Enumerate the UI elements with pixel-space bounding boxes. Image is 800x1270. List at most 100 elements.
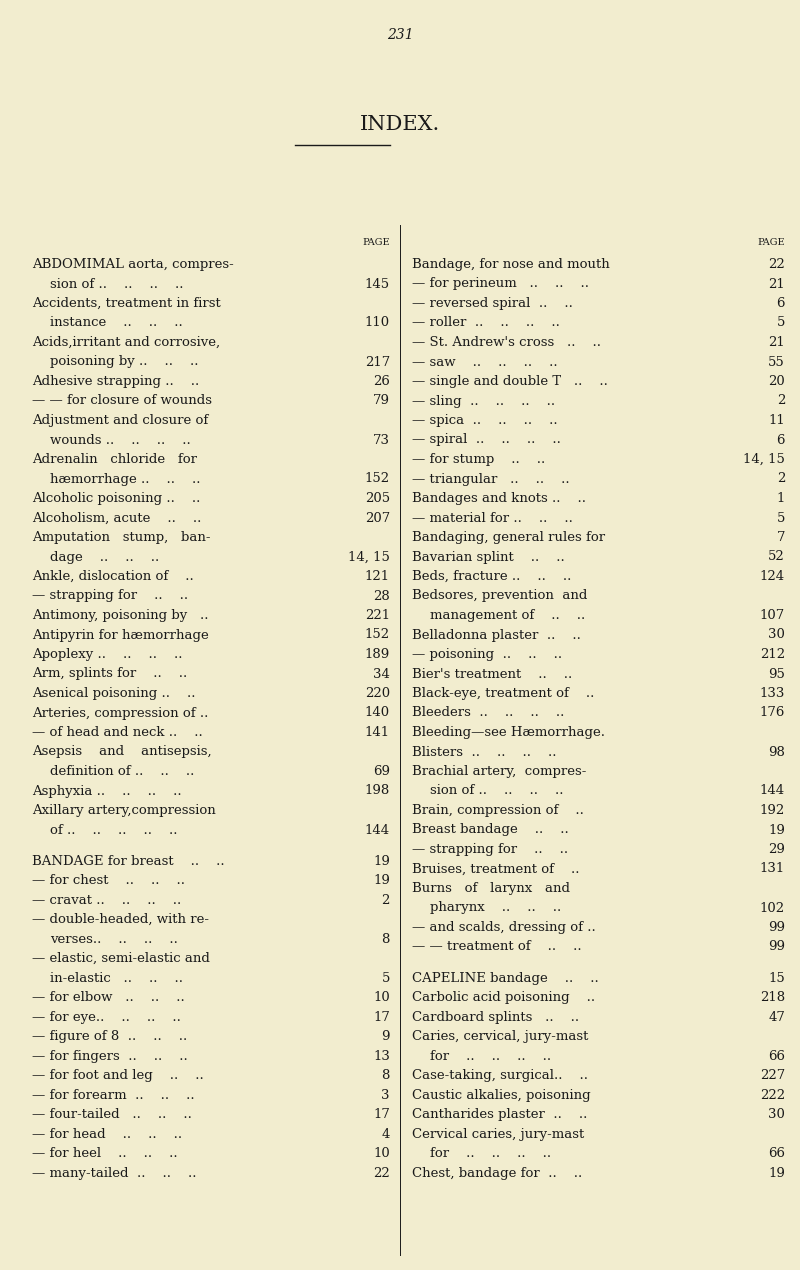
Text: in-elastic   ..    ..    ..: in-elastic .. .. ..: [50, 972, 183, 984]
Text: 19: 19: [373, 855, 390, 867]
Text: — spica  ..    ..    ..    ..: — spica .. .. .. ..: [412, 414, 558, 427]
Text: 66: 66: [768, 1050, 785, 1063]
Text: — — treatment of    ..    ..: — — treatment of .. ..: [412, 941, 582, 954]
Text: Bandage, for nose and mouth: Bandage, for nose and mouth: [412, 258, 610, 271]
Text: Bier's treatment    ..    ..: Bier's treatment .. ..: [412, 668, 572, 681]
Text: 140: 140: [365, 706, 390, 720]
Text: Arm, splints for    ..    ..: Arm, splints for .. ..: [32, 668, 187, 681]
Text: 19: 19: [373, 874, 390, 888]
Text: Axillary artery,compression: Axillary artery,compression: [32, 804, 216, 817]
Text: Antipyrin for hæmorrhage: Antipyrin for hæmorrhage: [32, 629, 209, 641]
Text: 13: 13: [373, 1050, 390, 1063]
Text: 221: 221: [365, 610, 390, 622]
Text: Alcoholic poisoning ..    ..: Alcoholic poisoning .. ..: [32, 491, 200, 505]
Text: 217: 217: [365, 356, 390, 368]
Text: — St. Andrew's cross   ..    ..: — St. Andrew's cross .. ..: [412, 337, 601, 349]
Text: 2: 2: [382, 894, 390, 907]
Text: 220: 220: [365, 687, 390, 700]
Text: 2: 2: [777, 472, 785, 485]
Text: Accidents, treatment in first: Accidents, treatment in first: [32, 297, 221, 310]
Text: 17: 17: [373, 1011, 390, 1024]
Text: 3: 3: [382, 1088, 390, 1101]
Text: 11: 11: [768, 414, 785, 427]
Text: 7: 7: [777, 531, 785, 544]
Text: Adjustment and closure of: Adjustment and closure of: [32, 414, 208, 427]
Text: — figure of 8  ..    ..    ..: — figure of 8 .. .. ..: [32, 1030, 187, 1043]
Text: 14, 15: 14, 15: [743, 453, 785, 466]
Text: 4: 4: [382, 1128, 390, 1140]
Text: 152: 152: [365, 629, 390, 641]
Text: INDEX.: INDEX.: [360, 116, 440, 135]
Text: Breast bandage    ..    ..: Breast bandage .. ..: [412, 823, 569, 837]
Text: definition of ..    ..    ..: definition of .. .. ..: [50, 765, 194, 779]
Text: — for perineum   ..    ..    ..: — for perineum .. .. ..: [412, 278, 589, 291]
Text: Cantharides plaster  ..    ..: Cantharides plaster .. ..: [412, 1109, 587, 1121]
Text: 231: 231: [386, 28, 414, 42]
Text: 205: 205: [365, 491, 390, 505]
Text: 17: 17: [373, 1109, 390, 1121]
Text: — for heel    ..    ..    ..: — for heel .. .. ..: [32, 1147, 178, 1161]
Text: 8: 8: [382, 932, 390, 946]
Text: Adrenalin   chloride   for: Adrenalin chloride for: [32, 453, 197, 466]
Text: sion of ..    ..    ..    ..: sion of .. .. .. ..: [50, 278, 183, 291]
Text: — elastic, semi-elastic and: — elastic, semi-elastic and: [32, 952, 210, 965]
Text: 145: 145: [365, 278, 390, 291]
Text: 9: 9: [382, 1030, 390, 1043]
Text: — strapping for    ..    ..: — strapping for .. ..: [32, 589, 188, 602]
Text: PAGE: PAGE: [362, 237, 390, 246]
Text: 141: 141: [365, 726, 390, 739]
Text: 5: 5: [382, 972, 390, 984]
Text: pharynx    ..    ..    ..: pharynx .. .. ..: [430, 902, 562, 914]
Text: poisoning by ..    ..    ..: poisoning by .. .. ..: [50, 356, 198, 368]
Text: Antimony, poisoning by   ..: Antimony, poisoning by ..: [32, 610, 209, 622]
Text: — many-tailed  ..    ..    ..: — many-tailed .. .. ..: [32, 1167, 197, 1180]
Text: 192: 192: [760, 804, 785, 817]
Text: Adhesive strapping ..    ..: Adhesive strapping .. ..: [32, 375, 199, 389]
Text: Black-eye, treatment of    ..: Black-eye, treatment of ..: [412, 687, 594, 700]
Text: PAGE: PAGE: [758, 237, 785, 246]
Text: 121: 121: [365, 570, 390, 583]
Text: 207: 207: [365, 512, 390, 525]
Text: 22: 22: [374, 1167, 390, 1180]
Text: CAPELINE bandage    ..    ..: CAPELINE bandage .. ..: [412, 972, 598, 984]
Text: 99: 99: [768, 921, 785, 933]
Text: — double-headed, with re-: — double-headed, with re-: [32, 913, 209, 926]
Text: 8: 8: [382, 1069, 390, 1082]
Text: 19: 19: [768, 823, 785, 837]
Text: 15: 15: [768, 972, 785, 984]
Text: instance    ..    ..    ..: instance .. .. ..: [50, 316, 182, 329]
Text: 79: 79: [373, 395, 390, 408]
Text: 1: 1: [777, 491, 785, 505]
Text: 10: 10: [374, 991, 390, 1005]
Text: 21: 21: [768, 337, 785, 349]
Text: — saw    ..    ..    ..    ..: — saw .. .. .. ..: [412, 356, 558, 368]
Text: Caustic alkalies, poisoning: Caustic alkalies, poisoning: [412, 1088, 590, 1101]
Text: 189: 189: [365, 648, 390, 660]
Text: 10: 10: [374, 1147, 390, 1161]
Text: of ..    ..    ..    ..    ..: of .. .. .. .. ..: [50, 823, 178, 837]
Text: — for eye..    ..    ..    ..: — for eye.. .. .. ..: [32, 1011, 181, 1024]
Text: Bleeders  ..    ..    ..    ..: Bleeders .. .. .. ..: [412, 706, 564, 720]
Text: — and scalds, dressing of ..: — and scalds, dressing of ..: [412, 921, 596, 933]
Text: — for head    ..    ..    ..: — for head .. .. ..: [32, 1128, 182, 1140]
Text: Acids,irritant and corrosive,: Acids,irritant and corrosive,: [32, 337, 220, 349]
Text: Amputation   stump,   ban-: Amputation stump, ban-: [32, 531, 210, 544]
Text: Blisters  ..    ..    ..    ..: Blisters .. .. .. ..: [412, 745, 557, 758]
Text: — spiral  ..    ..    ..    ..: — spiral .. .. .. ..: [412, 433, 561, 447]
Text: Caries, cervical, jury-mast: Caries, cervical, jury-mast: [412, 1030, 588, 1043]
Text: 102: 102: [760, 902, 785, 914]
Text: hæmorrhage ..    ..    ..: hæmorrhage .. .. ..: [50, 472, 201, 485]
Text: Brachial artery,  compres-: Brachial artery, compres-: [412, 765, 586, 779]
Text: Bavarian splint    ..    ..: Bavarian splint .. ..: [412, 550, 565, 564]
Text: Chest, bandage for  ..    ..: Chest, bandage for .. ..: [412, 1167, 582, 1180]
Text: Bandaging, general rules for: Bandaging, general rules for: [412, 531, 605, 544]
Text: 5: 5: [777, 316, 785, 329]
Text: Beds, fracture ..    ..    ..: Beds, fracture .. .. ..: [412, 570, 571, 583]
Text: 212: 212: [760, 648, 785, 660]
Text: 20: 20: [768, 375, 785, 389]
Text: 52: 52: [768, 550, 785, 564]
Text: dage    ..    ..    ..: dage .. .. ..: [50, 550, 159, 564]
Text: — for stump    ..    ..: — for stump .. ..: [412, 453, 546, 466]
Text: 66: 66: [768, 1147, 785, 1161]
Text: 110: 110: [365, 316, 390, 329]
